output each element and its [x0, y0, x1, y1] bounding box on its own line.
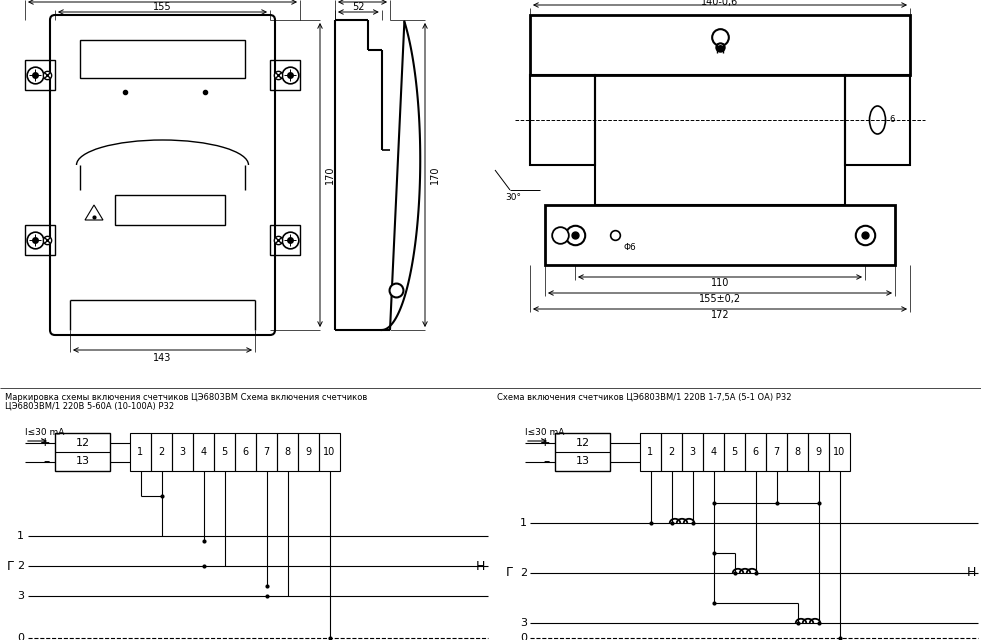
Text: 155: 155 — [153, 2, 172, 12]
Text: 3: 3 — [17, 591, 24, 601]
Text: 9: 9 — [815, 447, 821, 457]
Text: 1: 1 — [520, 518, 527, 528]
Bar — [55, 433, 110, 471]
Text: 172: 172 — [153, 0, 172, 1]
Bar — [193, 433, 214, 471]
Text: 7: 7 — [263, 447, 270, 457]
Bar — [270, 225, 300, 255]
Bar — [530, 15, 910, 75]
Text: 172: 172 — [710, 310, 729, 320]
Text: 0: 0 — [520, 633, 527, 640]
Bar — [270, 60, 300, 90]
Text: 10: 10 — [324, 447, 336, 457]
Text: 143: 143 — [153, 353, 172, 363]
Bar — [130, 433, 151, 471]
Text: 5: 5 — [222, 447, 228, 457]
Text: 1: 1 — [647, 447, 653, 457]
Bar — [595, 75, 845, 205]
Bar — [25, 225, 55, 255]
Text: Схема включения счетчиков ЦЭ6803ВМ/1 220В 1-7,5А (5-1 ОА) Р32: Схема включения счетчиков ЦЭ6803ВМ/1 220… — [497, 393, 792, 402]
Text: 12: 12 — [576, 438, 590, 447]
Text: 5: 5 — [732, 447, 738, 457]
Bar — [808, 433, 829, 471]
Bar — [151, 433, 172, 471]
Text: 6: 6 — [890, 115, 895, 125]
Text: Маркировка схемы включения счетчиков ЦЭ6803ВМ Схема включения счетчиков: Маркировка схемы включения счетчиков ЦЭ6… — [5, 393, 367, 402]
Bar — [319, 433, 340, 471]
Bar — [555, 433, 610, 471]
Text: 52: 52 — [352, 2, 365, 12]
Bar — [766, 433, 787, 471]
Bar — [787, 433, 808, 471]
Bar — [80, 40, 245, 78]
Bar — [682, 433, 703, 471]
Text: 1: 1 — [137, 447, 143, 457]
Text: I≤30 mA: I≤30 mA — [525, 428, 564, 437]
Bar — [530, 75, 595, 165]
Text: 13: 13 — [576, 456, 590, 467]
Bar — [235, 433, 256, 471]
Text: 2: 2 — [158, 447, 165, 457]
Text: 3: 3 — [180, 447, 185, 457]
Text: 170: 170 — [325, 166, 335, 184]
Text: 8: 8 — [284, 447, 290, 457]
Text: 6: 6 — [752, 447, 758, 457]
Text: Н: Н — [476, 559, 485, 573]
Text: 3: 3 — [520, 618, 527, 628]
Bar — [703, 433, 724, 471]
Text: 12: 12 — [76, 438, 89, 447]
Text: 2: 2 — [17, 561, 24, 571]
Text: 6: 6 — [242, 447, 248, 457]
Text: 0: 0 — [17, 633, 24, 640]
Bar — [277, 433, 298, 471]
Text: 4: 4 — [200, 447, 207, 457]
Bar — [829, 433, 850, 471]
Text: 3: 3 — [690, 447, 696, 457]
Text: Φ6: Φ6 — [623, 243, 636, 252]
Text: 30°: 30° — [505, 193, 521, 202]
Text: –: – — [543, 455, 550, 468]
Text: 10: 10 — [834, 447, 846, 457]
Bar — [845, 75, 910, 165]
Text: 140-0,6: 140-0,6 — [701, 0, 739, 7]
Text: Г: Г — [506, 566, 514, 579]
Bar — [256, 433, 277, 471]
Bar — [298, 433, 319, 471]
Bar — [115, 195, 225, 225]
Text: 1: 1 — [17, 531, 24, 541]
Text: 110: 110 — [711, 278, 729, 288]
Text: +: + — [540, 436, 550, 449]
Text: ЦЭ6803ВМ/1 220В 5-60А (10-100А) Р32: ЦЭ6803ВМ/1 220В 5-60А (10-100А) Р32 — [5, 402, 174, 411]
Text: 4: 4 — [710, 447, 716, 457]
Text: Г: Г — [7, 559, 15, 573]
Text: –: – — [44, 455, 50, 468]
Bar — [745, 433, 766, 471]
Text: 155±0,2: 155±0,2 — [698, 294, 741, 304]
Text: 2: 2 — [520, 568, 527, 578]
Bar — [172, 433, 193, 471]
Bar — [640, 433, 661, 471]
Bar — [545, 205, 895, 265]
Text: I≤30 mA: I≤30 mA — [25, 428, 65, 437]
Text: 8: 8 — [795, 447, 800, 457]
Bar — [661, 433, 682, 471]
Text: 2: 2 — [668, 447, 675, 457]
Text: 7: 7 — [773, 447, 780, 457]
Text: +: + — [39, 436, 50, 449]
Bar — [724, 433, 745, 471]
Text: 170: 170 — [430, 166, 440, 184]
Text: 13: 13 — [76, 456, 89, 467]
Bar — [214, 433, 235, 471]
Bar — [25, 60, 55, 90]
Text: 9: 9 — [305, 447, 312, 457]
Text: 55,5: 55,5 — [351, 0, 374, 1]
Text: Н: Н — [966, 566, 976, 579]
